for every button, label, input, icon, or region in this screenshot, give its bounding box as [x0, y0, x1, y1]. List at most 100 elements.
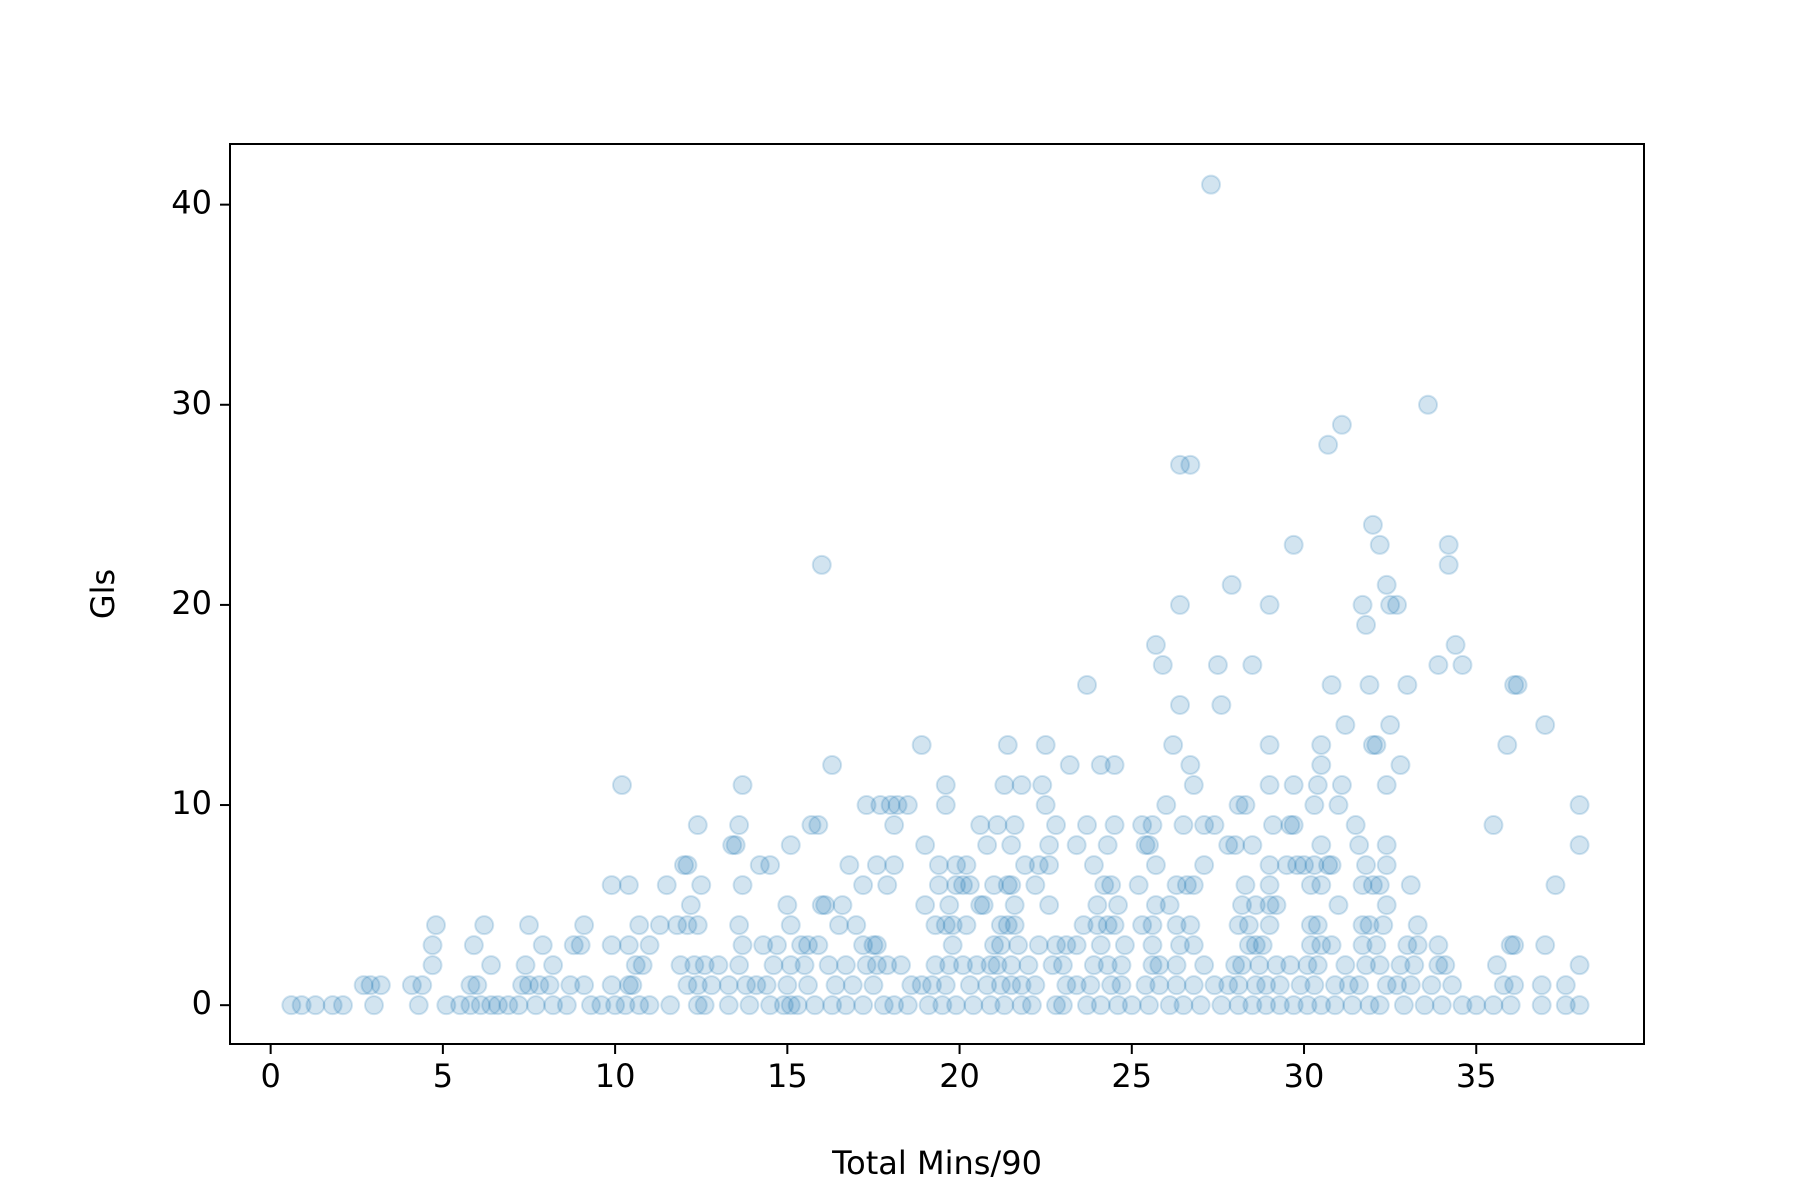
point [780, 995, 801, 1016]
point [1307, 915, 1328, 936]
point [891, 955, 912, 976]
point [1342, 995, 1363, 1016]
point [1235, 795, 1256, 816]
point [1108, 995, 1129, 1016]
point [1204, 815, 1225, 836]
point [1001, 955, 1022, 976]
point [1142, 955, 1163, 976]
point [925, 955, 946, 976]
point [1366, 935, 1387, 956]
point [1252, 935, 1273, 956]
point [436, 995, 457, 1016]
point [1304, 795, 1325, 816]
point [1259, 875, 1280, 896]
point [1331, 775, 1352, 796]
point [1056, 975, 1077, 996]
point [1400, 975, 1421, 996]
point [1166, 975, 1187, 996]
point [1259, 594, 1280, 615]
point [1307, 775, 1328, 796]
point [825, 975, 846, 996]
point [1245, 935, 1266, 956]
point [1531, 975, 1552, 996]
point [1156, 795, 1177, 816]
point [618, 975, 639, 996]
point [729, 955, 750, 976]
point [687, 915, 708, 936]
point [1004, 915, 1025, 936]
point [718, 975, 739, 996]
point [997, 735, 1018, 756]
point [1132, 815, 1153, 836]
point [1028, 855, 1049, 876]
point [370, 975, 391, 996]
point [1531, 995, 1552, 1016]
point [1245, 895, 1266, 916]
point [1376, 775, 1397, 796]
point [687, 975, 708, 996]
point [811, 554, 832, 575]
point [1500, 995, 1521, 1016]
point [1359, 995, 1380, 1016]
x-tick-label: 30 [1284, 1057, 1325, 1095]
point [1190, 995, 1211, 1016]
point [1011, 975, 1032, 996]
point [880, 795, 901, 816]
point [1376, 975, 1397, 996]
point [691, 875, 712, 896]
point [1483, 995, 1504, 1016]
point [611, 775, 632, 796]
point [932, 995, 953, 1016]
point [773, 995, 794, 1016]
point [408, 995, 429, 1016]
point [732, 775, 753, 796]
point [1145, 895, 1166, 916]
point [1280, 955, 1301, 976]
point [463, 935, 484, 956]
point [1311, 875, 1332, 896]
point [911, 735, 932, 756]
point [574, 915, 595, 936]
point [1194, 855, 1215, 876]
x-tick-label: 25 [1111, 1057, 1152, 1095]
point [1077, 995, 1098, 1016]
point [1486, 955, 1507, 976]
point [677, 975, 698, 996]
point [780, 915, 801, 936]
point [1090, 935, 1111, 956]
point [677, 855, 698, 876]
point [291, 995, 312, 1016]
point [1166, 955, 1187, 976]
point [725, 835, 746, 856]
point [1180, 915, 1201, 936]
point [1238, 915, 1259, 936]
point [959, 975, 980, 996]
point [660, 995, 681, 1016]
point [1300, 915, 1321, 936]
point [794, 955, 815, 976]
point [804, 995, 825, 1016]
point [680, 895, 701, 916]
point [1311, 755, 1332, 776]
point [977, 975, 998, 996]
point [1404, 955, 1425, 976]
point [1245, 975, 1266, 996]
point [625, 955, 646, 976]
point [984, 935, 1005, 956]
point [1497, 735, 1518, 756]
point [1232, 955, 1253, 976]
point [515, 955, 536, 976]
point [353, 975, 374, 996]
point [667, 915, 688, 936]
point [866, 935, 887, 956]
point [543, 995, 564, 1016]
point [1025, 875, 1046, 896]
point [1135, 835, 1156, 856]
point [1170, 454, 1191, 475]
point [580, 995, 601, 1016]
point [777, 975, 798, 996]
point [1035, 795, 1056, 816]
point [1001, 975, 1022, 996]
point [729, 815, 750, 836]
